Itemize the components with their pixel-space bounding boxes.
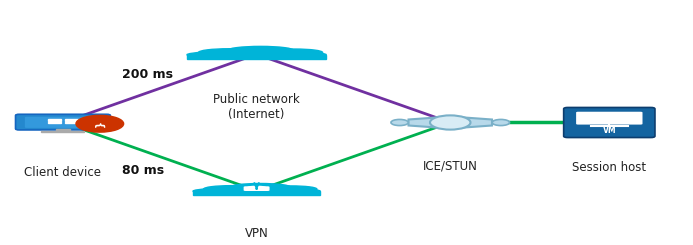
Ellipse shape [267, 49, 323, 56]
FancyBboxPatch shape [25, 117, 101, 128]
Ellipse shape [266, 186, 317, 192]
Text: VPN: VPN [245, 227, 268, 240]
Text: Public network
(Internet): Public network (Internet) [213, 93, 300, 121]
Text: 200 ms: 200 ms [122, 69, 173, 82]
Bar [49, 122, 61, 123]
Bar [56, 129, 70, 131]
Ellipse shape [204, 186, 258, 193]
Text: ICE/STUN: ICE/STUN [423, 159, 477, 172]
Circle shape [492, 120, 509, 125]
Text: VM: VM [602, 126, 616, 135]
Bar [65, 119, 78, 121]
Text: 80 ms: 80 ms [122, 163, 164, 176]
Circle shape [76, 115, 123, 132]
Bar [187, 55, 326, 60]
Ellipse shape [198, 49, 259, 56]
Circle shape [430, 115, 471, 130]
Ellipse shape [229, 184, 291, 191]
FancyBboxPatch shape [244, 186, 270, 191]
Ellipse shape [193, 187, 320, 195]
Text: Client device: Client device [24, 166, 101, 179]
Bar [42, 131, 85, 132]
Bar [49, 119, 61, 121]
Circle shape [391, 120, 408, 125]
FancyBboxPatch shape [576, 112, 642, 125]
Bar [193, 191, 319, 196]
FancyBboxPatch shape [563, 108, 655, 137]
Ellipse shape [187, 50, 326, 59]
Text: Session host: Session host [572, 161, 647, 174]
FancyBboxPatch shape [15, 114, 110, 130]
Ellipse shape [227, 46, 294, 55]
Bar [65, 122, 78, 123]
Polygon shape [408, 116, 492, 129]
Text: }: } [95, 120, 105, 127]
